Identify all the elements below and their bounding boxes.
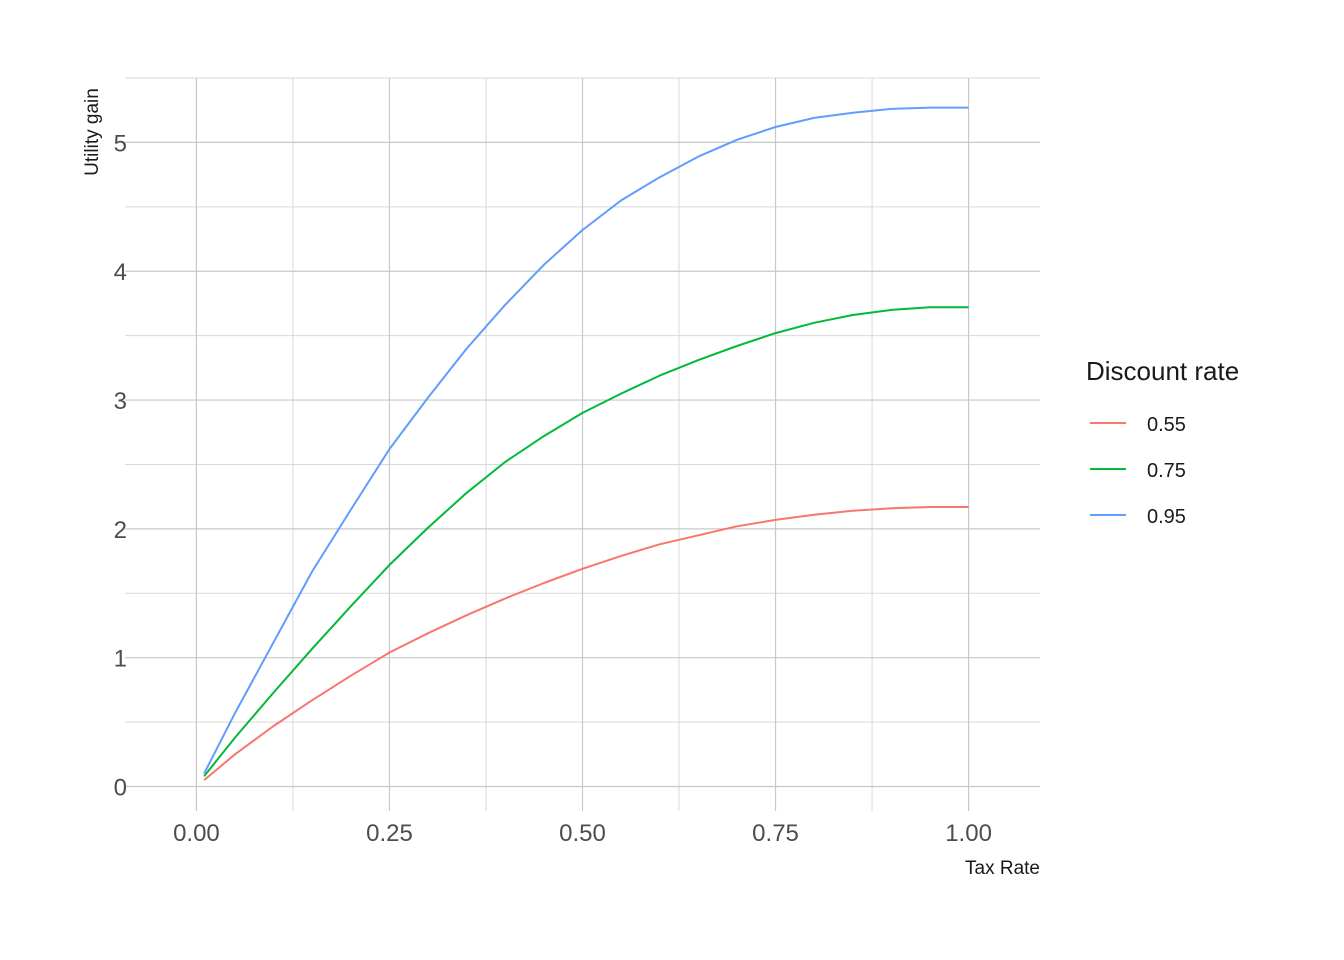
legend-label: 0.55 <box>1147 414 1186 436</box>
y-tick-label: 3 <box>114 388 127 415</box>
x-tick-labels: 0.00 0.25 0.50 0.75 1.00 <box>173 820 992 847</box>
y-tick-label: 0 <box>114 775 127 802</box>
y-tick-label: 5 <box>114 130 127 157</box>
legend-label: 0.75 <box>1147 460 1186 482</box>
x-tick-label: 0.50 <box>559 820 606 847</box>
y-axis-title: Utility gain <box>82 88 103 176</box>
y-tick-labels: 0 1 2 3 4 5 <box>114 130 127 801</box>
series-lines <box>203 106 969 781</box>
legend-items: 0.55 0.75 0.95 <box>1090 414 1186 528</box>
x-tick-label: 0.75 <box>752 820 799 847</box>
x-tick-label: 1.00 <box>945 820 992 847</box>
x-tick-label: 0.00 <box>173 820 220 847</box>
grid <box>125 77 1040 811</box>
y-tick-label: 4 <box>114 259 127 286</box>
legend-label: 0.95 <box>1147 506 1186 528</box>
series-line-0.95 <box>203 106 969 775</box>
series-line-0.75 <box>203 306 969 777</box>
series-line-0.55 <box>203 506 969 781</box>
y-tick-label: 1 <box>114 646 127 673</box>
y-tick-label: 2 <box>114 517 127 544</box>
x-tick-label: 0.25 <box>366 820 413 847</box>
legend: Discount rate 0.55 0.75 0.95 <box>1086 356 1239 528</box>
legend-title: Discount rate <box>1086 356 1239 386</box>
x-axis-title: Tax Rate <box>965 858 1040 879</box>
